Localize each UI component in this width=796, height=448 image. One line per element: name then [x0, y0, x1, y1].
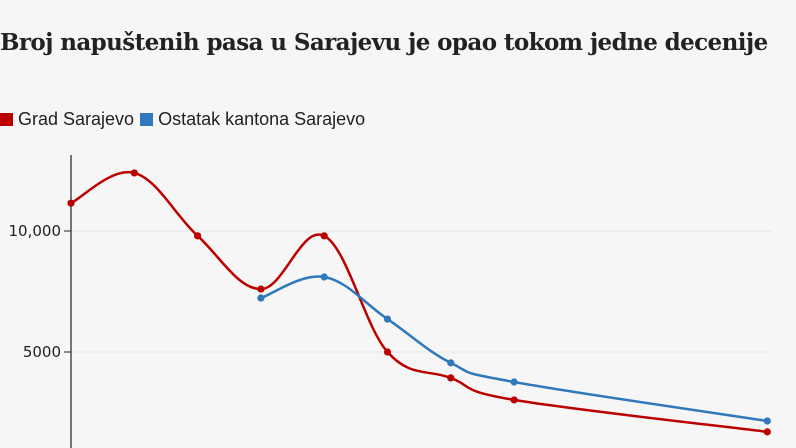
gridlines — [71, 230, 772, 353]
legend-swatch-red-icon — [0, 112, 13, 126]
series-lines — [67, 169, 771, 436]
data-point-marker[interactable] — [194, 232, 202, 240]
data-point-marker[interactable] — [510, 396, 518, 404]
data-point-marker[interactable] — [763, 417, 771, 425]
data-point-marker[interactable] — [447, 374, 455, 382]
data-point-marker[interactable] — [257, 294, 265, 302]
legend-label: Grad Sarajevo — [18, 109, 135, 129]
series-line-grad-sarajevo — [70, 170, 768, 434]
data-point-marker[interactable] — [447, 359, 455, 367]
data-point-marker[interactable] — [510, 378, 518, 386]
data-point-marker[interactable] — [320, 232, 328, 240]
data-point-marker[interactable] — [383, 315, 392, 323]
data-point-marker[interactable] — [320, 273, 328, 281]
data-point-marker[interactable] — [257, 285, 265, 293]
chart-title: Broj napuštenih pasa u Sarajevu je opao … — [0, 29, 768, 56]
y-tick-label: 5000 — [23, 343, 61, 361]
legend-item-ostatak-kantona: Ostatak kantona Sarajevo — [140, 107, 365, 131]
data-point-marker[interactable] — [67, 199, 75, 207]
legend-swatch-blue-icon — [140, 112, 154, 126]
data-point-marker[interactable] — [383, 348, 392, 356]
data-point-marker[interactable] — [763, 428, 771, 436]
data-point-marker[interactable] — [130, 169, 138, 177]
y-tick-label: 10,000 — [9, 222, 62, 240]
chart-legend: Grad Sarajevo Ostatak kantona Sarajevo — [0, 107, 371, 131]
legend-label: Ostatak kantona Sarajevo — [158, 109, 366, 129]
legend-item-grad-sarajevo: Grad Sarajevo — [0, 107, 134, 131]
y-axis: 10,000 5000 — [9, 155, 72, 448]
